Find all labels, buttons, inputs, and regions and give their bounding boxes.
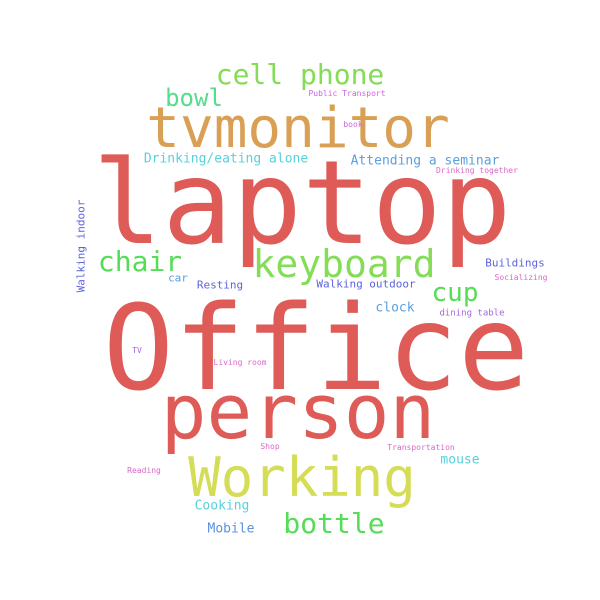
word-living-room: Living room xyxy=(213,358,267,367)
word-office: Office xyxy=(102,279,530,417)
word-clock: clock xyxy=(375,300,415,316)
word-person: person xyxy=(160,367,436,456)
word-walking-indoor: Walking indoor xyxy=(74,199,88,293)
word-dining-table: dining table xyxy=(439,308,505,319)
word-book: book xyxy=(343,120,363,129)
word-socializing: Socializing xyxy=(494,273,548,282)
word-tv: TV xyxy=(132,346,142,355)
word-bowl: bowl xyxy=(165,84,223,112)
word-car: car xyxy=(168,271,188,285)
word-drinking-together: Drinking together xyxy=(436,166,518,175)
word-public-transport: Public Transport xyxy=(308,89,386,98)
word-drinking-eating-alone: Drinking/eating alone xyxy=(143,151,309,167)
word-chair: chair xyxy=(97,245,183,278)
word-transportation: Transportation xyxy=(387,443,455,452)
word-keyboard: keyboard xyxy=(252,242,436,286)
word-mouse: mouse xyxy=(440,452,480,468)
word-shop: Shop xyxy=(260,442,280,451)
word-tvmonitor: tvmonitor xyxy=(146,96,450,161)
word-buildings: Buildings xyxy=(485,256,545,270)
word-mobile: Mobile xyxy=(207,521,255,537)
word-bottle: bottle xyxy=(283,507,385,540)
word-laptop: laptop xyxy=(92,136,512,271)
word-cell-phone: cell phone xyxy=(215,58,385,91)
word-resting: Resting xyxy=(196,278,244,292)
word-working: Working xyxy=(188,446,416,509)
word-cup: cup xyxy=(431,278,479,308)
word-reading: Reading xyxy=(127,466,161,475)
word-walking-outdoor: Walking outdoor xyxy=(316,277,416,291)
word-cooking: Cooking xyxy=(194,498,250,514)
word-attending-a-seminar: Attending a seminar xyxy=(350,153,500,169)
